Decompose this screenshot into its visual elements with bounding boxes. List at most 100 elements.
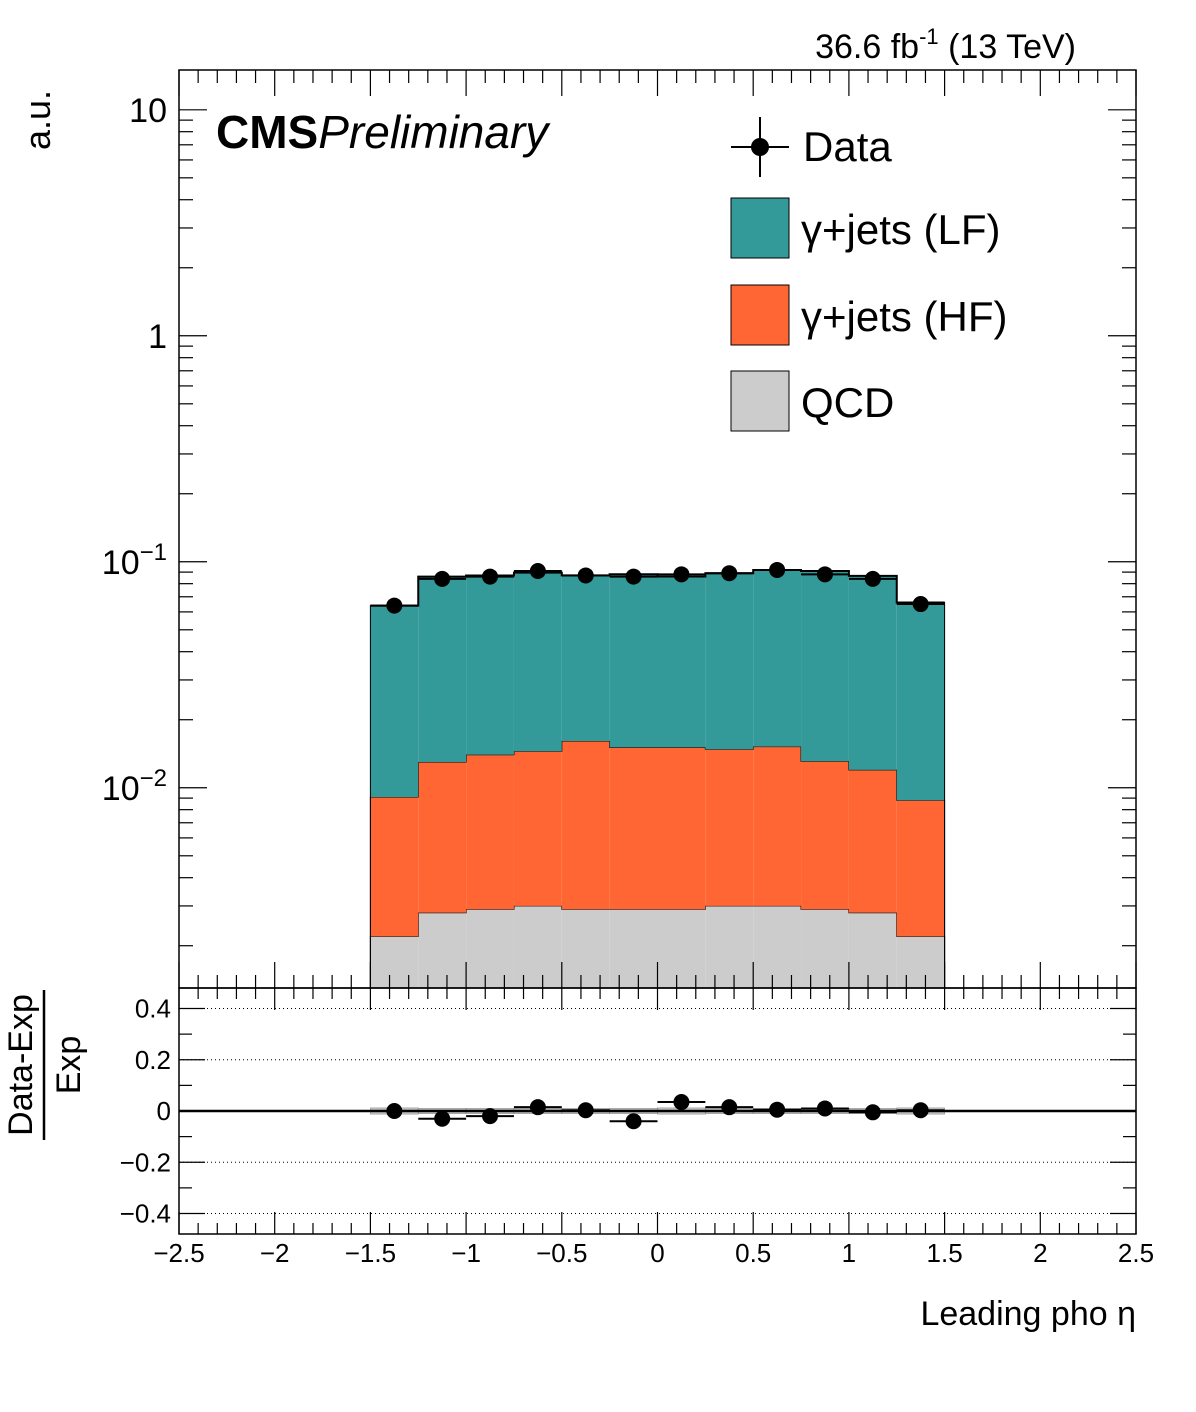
bar bbox=[561, 741, 610, 910]
data-point bbox=[673, 566, 690, 583]
legend-swatch bbox=[730, 197, 790, 259]
ratio-y-tick-label: 0.4 bbox=[135, 994, 171, 1024]
bar bbox=[609, 747, 658, 910]
series-2 bbox=[369, 569, 946, 988]
ratio-y-tick-label: −0.2 bbox=[120, 1147, 171, 1177]
bar bbox=[896, 602, 945, 801]
main-panel: 10 1 10−1 10−2 bbox=[102, 69, 1137, 989]
ratio-y-tick-label: −0.4 bbox=[120, 1199, 171, 1229]
x-tick-label: −2 bbox=[260, 1238, 290, 1268]
y-tick-label: 10−1 bbox=[102, 539, 167, 582]
bar bbox=[896, 800, 945, 937]
bar bbox=[418, 762, 467, 913]
legend-label: QCD bbox=[801, 379, 894, 426]
bar bbox=[848, 769, 897, 913]
ratio-y-label: Data-Exp Exp bbox=[2, 990, 88, 1140]
ratio-point bbox=[721, 1099, 738, 1116]
bar bbox=[466, 909, 514, 988]
ratio-point bbox=[386, 1103, 403, 1119]
x-axis-label: Leading pho η bbox=[920, 1295, 1136, 1333]
data-point bbox=[769, 561, 786, 578]
legend-label: γ+jets (HF) bbox=[801, 293, 1008, 340]
ratio-y-tick-label: 0 bbox=[157, 1096, 171, 1126]
bar bbox=[801, 571, 849, 762]
x-tick-label: 1 bbox=[842, 1238, 856, 1268]
series-1 bbox=[369, 740, 946, 988]
legend-swatch bbox=[730, 284, 790, 346]
x-tick-label: −1.5 bbox=[345, 1238, 396, 1268]
bar bbox=[370, 936, 419, 988]
ratio-point bbox=[434, 1110, 451, 1127]
bar bbox=[657, 909, 706, 988]
ratio-point bbox=[482, 1108, 499, 1125]
bar bbox=[418, 576, 467, 763]
x-tick-label: 1.5 bbox=[927, 1238, 963, 1268]
bar bbox=[753, 746, 802, 906]
ratio-point bbox=[625, 1113, 642, 1130]
bar bbox=[705, 749, 754, 906]
data-point bbox=[912, 596, 929, 613]
data-point bbox=[386, 597, 403, 614]
ratio-point bbox=[816, 1100, 833, 1117]
x-tick-label: −1 bbox=[451, 1238, 481, 1268]
bar bbox=[513, 751, 562, 906]
x-tick-label: 2.5 bbox=[1118, 1238, 1154, 1268]
x-tick-label: 0.5 bbox=[735, 1238, 771, 1268]
x-tick-label: 2 bbox=[1033, 1238, 1047, 1268]
bar bbox=[705, 573, 754, 750]
bar bbox=[753, 905, 802, 988]
lumi-label: 36.6 fb-1 (13 TeV) bbox=[815, 24, 1076, 66]
bar bbox=[848, 912, 897, 988]
bar bbox=[609, 574, 658, 748]
data-point bbox=[529, 563, 546, 580]
bar bbox=[370, 605, 419, 798]
bar bbox=[561, 909, 610, 988]
bar bbox=[609, 909, 658, 988]
legend: Data γ+jets (LF) γ+jets (HF) QCD bbox=[730, 117, 1008, 432]
data-point bbox=[482, 568, 499, 585]
ratio-y-label-denominator: Exp bbox=[50, 1036, 88, 1095]
bar bbox=[370, 797, 419, 937]
ratio-y-label-numerator: Data-Exp bbox=[2, 994, 40, 1136]
ratio-point bbox=[769, 1101, 786, 1118]
cms-label: CMSPreliminary bbox=[216, 106, 551, 158]
legend-label-data: Data bbox=[803, 123, 892, 170]
bar bbox=[466, 575, 514, 755]
series-0 bbox=[369, 905, 946, 988]
ratio-y-tick-label: 0.2 bbox=[135, 1045, 171, 1075]
ratio-panel: 0.4 0.2 0 −0.2 −0.4 −2.5 −2 −1.5 −1 −0.5 0 0.5 1 1.5 2… bbox=[120, 987, 1154, 1268]
data-point bbox=[434, 570, 451, 587]
bar bbox=[466, 754, 514, 910]
ratio-point bbox=[577, 1102, 594, 1119]
bar bbox=[801, 761, 849, 910]
y-tick-label: 10 bbox=[129, 92, 167, 130]
ratio-point bbox=[529, 1099, 546, 1116]
legend-data-marker bbox=[751, 138, 769, 156]
bar bbox=[753, 569, 802, 747]
y-axis-label: a.u. bbox=[17, 90, 58, 150]
x-tick-label: 0 bbox=[650, 1238, 664, 1268]
x-tick-label: −0.5 bbox=[536, 1238, 587, 1268]
ratio-point bbox=[864, 1104, 881, 1121]
x-tick-label: −2.5 bbox=[153, 1238, 204, 1268]
bar bbox=[561, 575, 610, 742]
bar bbox=[657, 747, 706, 910]
data-point bbox=[625, 568, 642, 585]
y-tick-label: 10−2 bbox=[102, 765, 167, 808]
ratio-point bbox=[673, 1094, 690, 1111]
bar bbox=[801, 909, 849, 988]
y-tick-label: 1 bbox=[148, 318, 167, 356]
bar bbox=[705, 905, 754, 988]
legend-swatch bbox=[730, 370, 790, 432]
bar bbox=[657, 576, 706, 748]
bar bbox=[896, 936, 945, 988]
data-point bbox=[721, 565, 738, 582]
bar bbox=[418, 912, 467, 988]
text-layer: 36.6 fb-1 (13 TeV) CMSPreliminary a.u. L… bbox=[2, 24, 1136, 1333]
bar bbox=[513, 572, 562, 752]
ratio-point bbox=[912, 1102, 929, 1119]
data-point bbox=[816, 566, 833, 583]
bar bbox=[513, 905, 562, 988]
